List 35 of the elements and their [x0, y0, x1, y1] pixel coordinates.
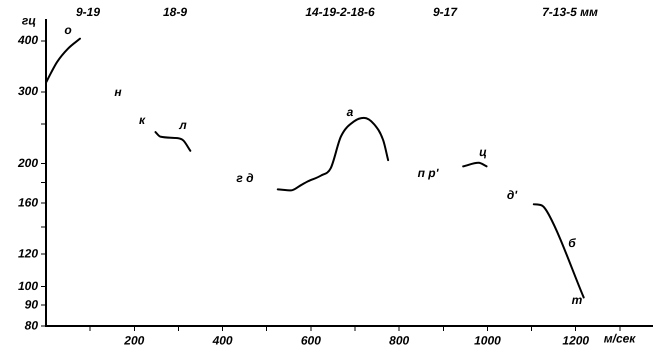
y-tick-label: 400: [16, 33, 38, 48]
annotation: о: [64, 23, 72, 37]
text: 18-9: [162, 5, 188, 19]
x-tick-label: 1000: [474, 334, 502, 348]
y-axis-title: гц: [22, 13, 36, 28]
annotation: л: [179, 118, 187, 132]
x-tick-label: 600: [300, 334, 322, 348]
annotation: п р': [418, 166, 438, 180]
y-tick-label: 160: [18, 196, 38, 210]
y-tick-label: 120: [18, 246, 38, 260]
y-tick-label: 100: [18, 278, 38, 293]
x-axis-title: м/сек: [604, 331, 636, 346]
y-tick-label: 200: [16, 156, 38, 170]
annotation: г д: [236, 171, 254, 185]
text: 9-17: [432, 5, 458, 19]
y-tick-label: 90: [24, 297, 38, 312]
annotation: к: [138, 113, 146, 127]
x-tick-label: 400: [212, 334, 233, 348]
text: 9-19: [76, 5, 100, 19]
text: 7-13-5 мм: [542, 5, 598, 19]
annotation: н: [114, 85, 122, 99]
x-tick-label: 800: [389, 334, 410, 348]
annotation: т: [572, 293, 582, 307]
x-tick-label: 1200: [562, 334, 590, 348]
y-tick-label: 300: [18, 84, 38, 98]
annotation: а: [346, 105, 354, 119]
y-tick-label: 80: [24, 318, 38, 332]
x-tick-label: 200: [123, 334, 145, 348]
annotation: д': [506, 188, 518, 202]
line-series: [532, 203, 585, 298]
line-series: [154, 131, 192, 152]
annotation: б: [568, 236, 576, 250]
line-series: [276, 116, 390, 192]
annotation: ц: [479, 145, 487, 159]
text: 14-19-2-18-6: [305, 5, 375, 19]
